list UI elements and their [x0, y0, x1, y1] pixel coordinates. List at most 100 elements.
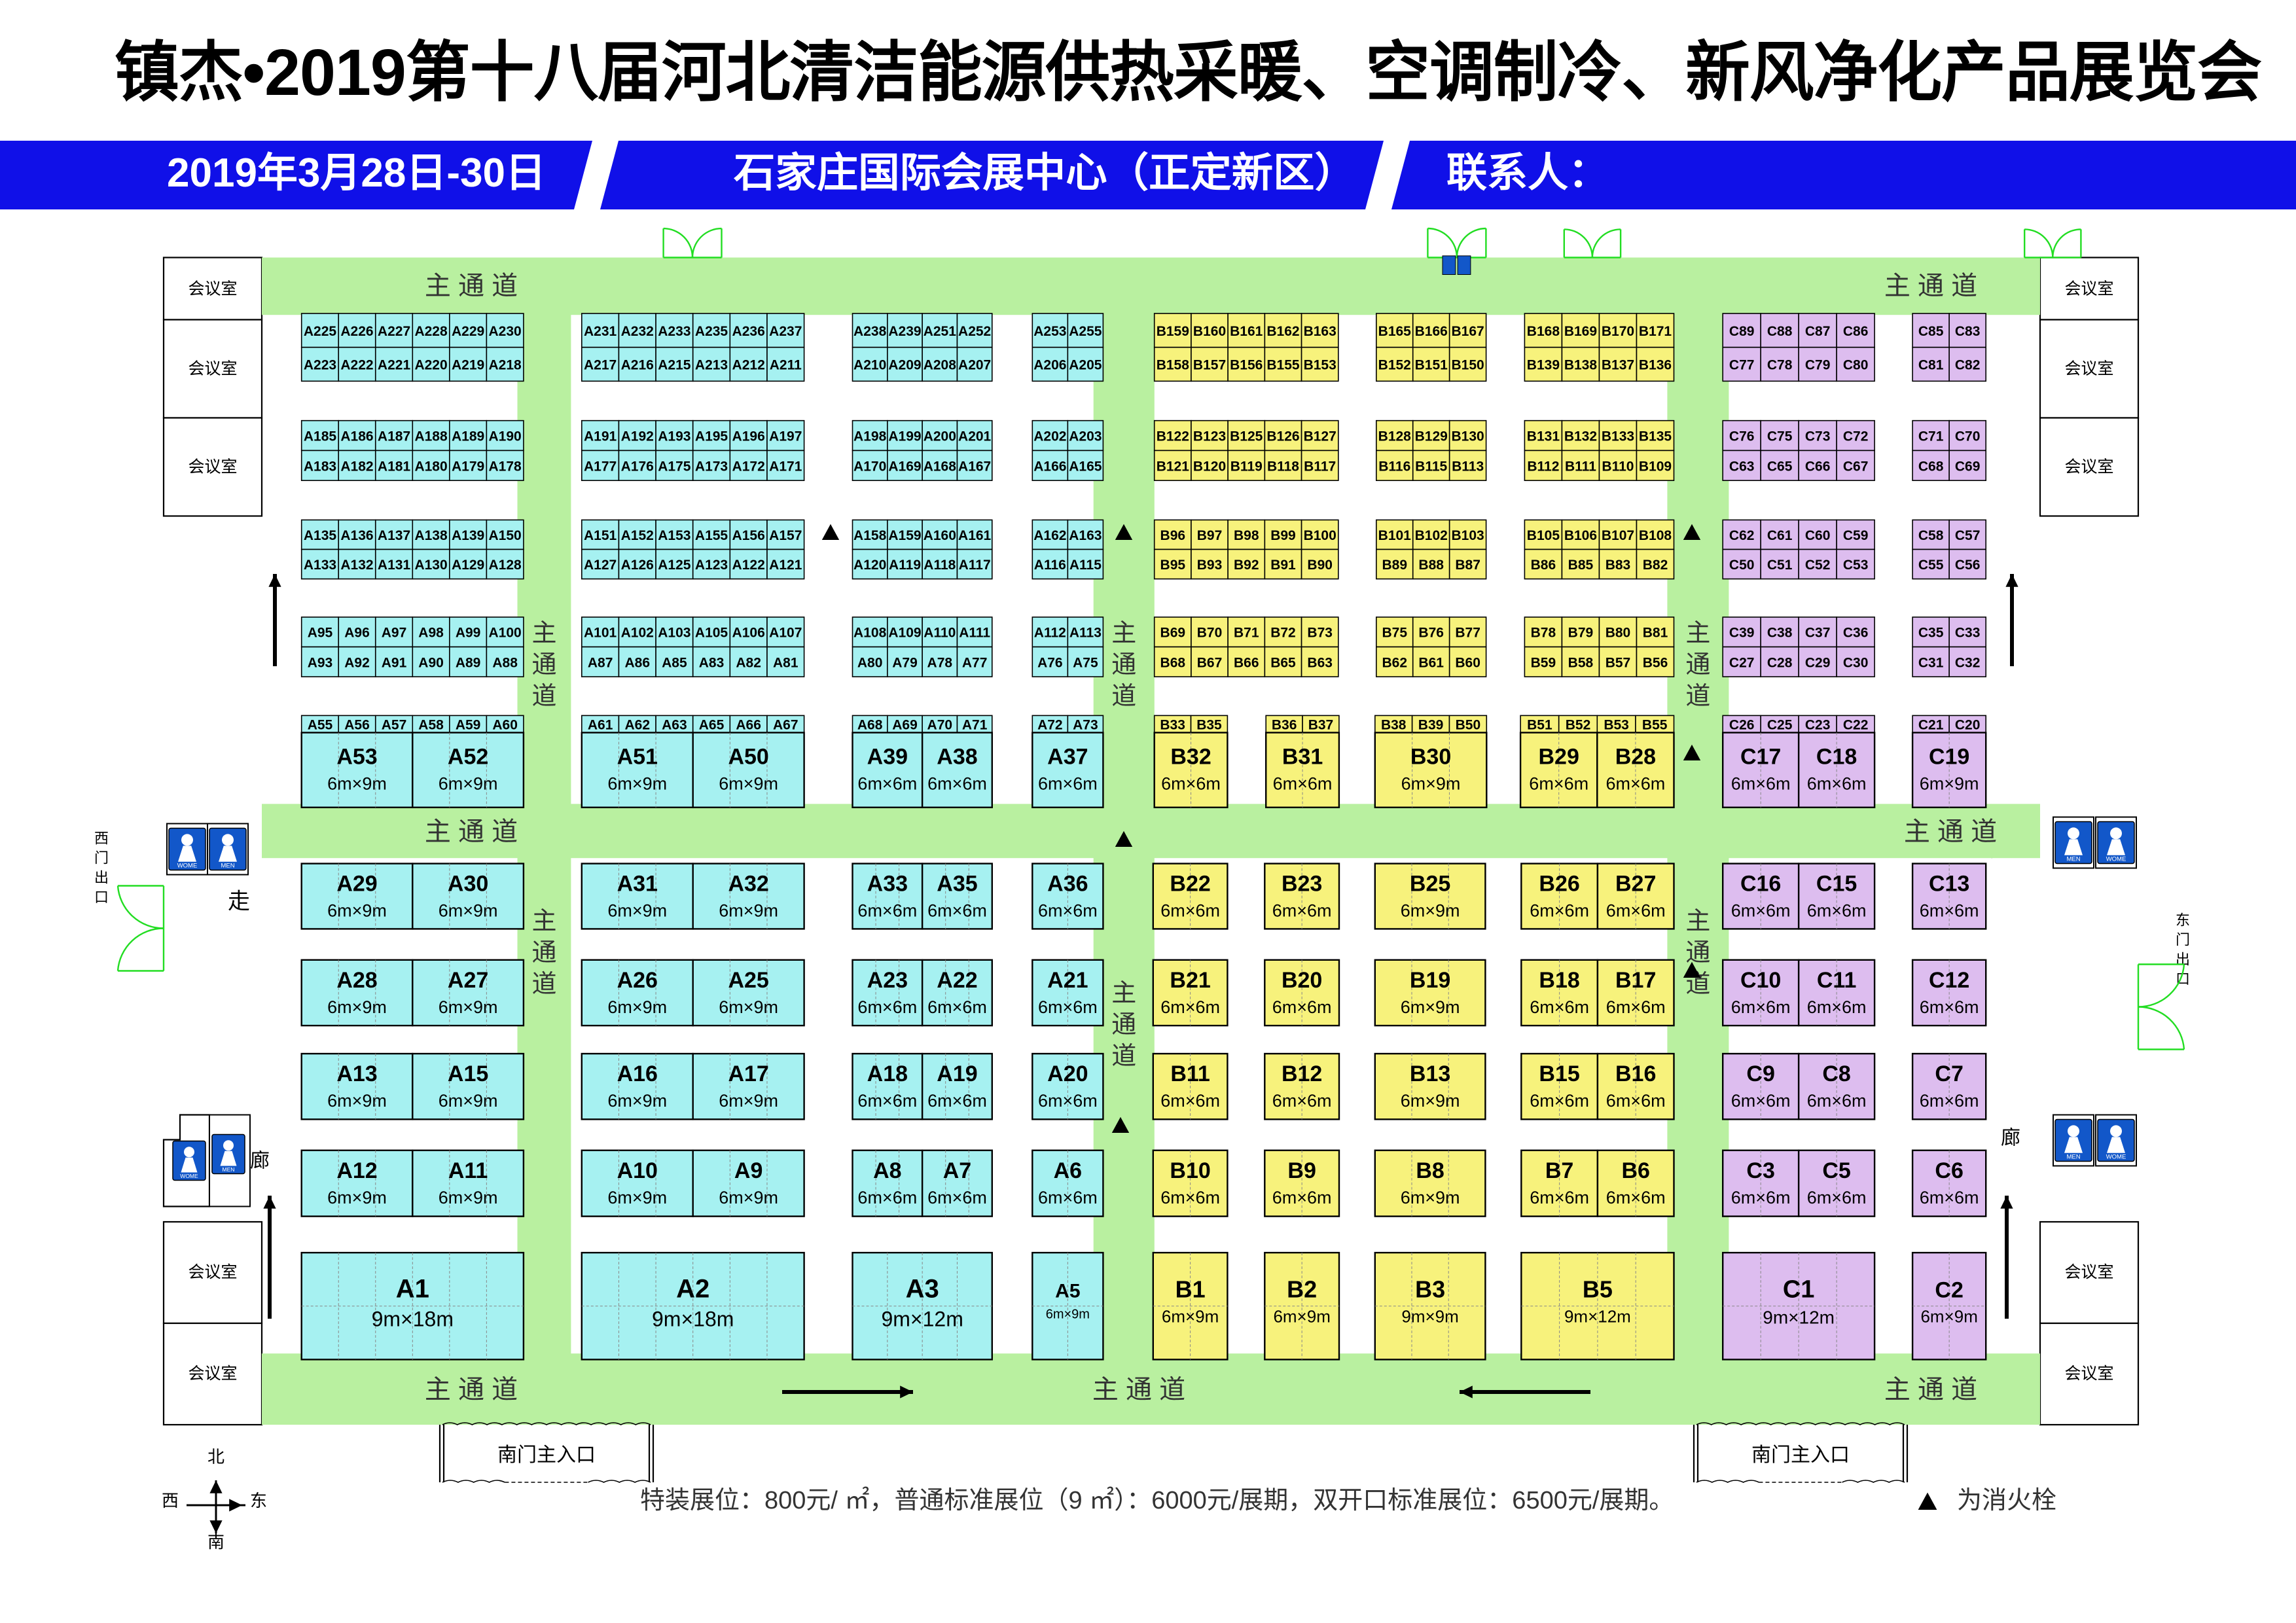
svg-text:B155: B155 [1266, 358, 1300, 373]
svg-text:通: 通 [531, 651, 556, 679]
svg-text:B29: B29 [1539, 744, 1579, 769]
svg-text:A251: A251 [924, 324, 957, 339]
svg-text:A138: A138 [414, 528, 448, 543]
svg-text:A171: A171 [769, 459, 802, 474]
svg-text:C20: C20 [1955, 717, 1981, 732]
svg-text:C38: C38 [1767, 626, 1793, 641]
svg-text:A62: A62 [624, 717, 650, 732]
svg-text:B25: B25 [1410, 871, 1450, 896]
svg-text:B96: B96 [1160, 528, 1186, 543]
svg-text:B93: B93 [1197, 558, 1223, 573]
svg-text:A119: A119 [889, 558, 921, 573]
svg-text:B16: B16 [1615, 1061, 1656, 1086]
svg-text:A121: A121 [769, 558, 802, 573]
svg-text:B32: B32 [1170, 744, 1211, 769]
svg-text:B51: B51 [1527, 717, 1552, 732]
svg-text:A168: A168 [924, 459, 957, 474]
svg-text:道: 道 [1111, 1043, 1136, 1070]
svg-text:B138: B138 [1564, 358, 1598, 373]
svg-text:B2: B2 [1287, 1276, 1317, 1303]
svg-text:A59: A59 [456, 717, 481, 732]
svg-text:走: 走 [228, 889, 250, 914]
svg-text:6m×9m: 6m×9m [607, 774, 667, 793]
svg-text:MEN: MEN [223, 1166, 235, 1173]
svg-text:B103: B103 [1452, 528, 1484, 543]
svg-text:6m×6m: 6m×6m [1920, 997, 1979, 1017]
svg-text:B95: B95 [1160, 558, 1186, 573]
svg-text:B153: B153 [1304, 358, 1336, 373]
svg-text:A36: A36 [1047, 871, 1088, 896]
svg-text:A26: A26 [617, 968, 658, 993]
svg-text:A28: A28 [336, 968, 377, 993]
svg-text:A183: A183 [304, 459, 336, 474]
svg-text:A5: A5 [1055, 1281, 1080, 1302]
svg-text:B78: B78 [1531, 626, 1556, 641]
svg-text:A253: A253 [1033, 324, 1066, 339]
svg-text:B150: B150 [1452, 358, 1484, 373]
svg-text:B81: B81 [1643, 626, 1668, 641]
svg-text:A33: A33 [867, 871, 908, 896]
svg-text:A77: A77 [962, 655, 988, 670]
svg-text:A169: A169 [888, 459, 921, 474]
svg-text:A123: A123 [695, 558, 728, 573]
svg-text:A207: A207 [958, 358, 991, 373]
svg-text:6m×6m: 6m×6m [1731, 1091, 1791, 1111]
svg-text:C13: C13 [1929, 871, 1969, 896]
svg-text:A18: A18 [867, 1061, 908, 1086]
svg-text:廊: 廊 [2001, 1128, 2020, 1149]
svg-text:C32: C32 [1955, 655, 1981, 670]
svg-text:A181: A181 [378, 459, 411, 474]
svg-text:C87: C87 [1805, 324, 1831, 339]
svg-text:6m×9m: 6m×9m [439, 901, 498, 920]
svg-text:A231: A231 [584, 324, 617, 339]
svg-text:主: 主 [1111, 980, 1136, 1007]
svg-text:主: 主 [1111, 620, 1136, 647]
svg-text:A170: A170 [853, 459, 886, 474]
svg-text:B35: B35 [1196, 717, 1222, 732]
svg-text:6m×6m: 6m×6m [1920, 901, 1979, 920]
svg-text:主 通 道: 主 通 道 [1092, 1376, 1185, 1404]
svg-text:B33: B33 [1160, 717, 1185, 732]
svg-text:通: 通 [1111, 651, 1136, 679]
svg-text:6m×9m: 6m×9m [607, 1188, 667, 1207]
svg-text:A191: A191 [584, 429, 617, 444]
svg-text:B61: B61 [1418, 655, 1444, 670]
svg-text:B50: B50 [1456, 717, 1481, 732]
svg-text:A88: A88 [492, 655, 518, 670]
svg-text:6m×6m: 6m×6m [1272, 901, 1332, 920]
svg-text:C25: C25 [1767, 717, 1793, 732]
svg-text:C30: C30 [1843, 655, 1869, 670]
svg-text:6m×9m: 6m×9m [1046, 1308, 1090, 1322]
svg-text:北: 北 [207, 1447, 224, 1467]
svg-text:A125: A125 [658, 558, 691, 573]
svg-text:A65: A65 [699, 717, 725, 732]
svg-text:A218: A218 [489, 358, 522, 373]
svg-text:A76: A76 [1037, 655, 1063, 670]
svg-text:A75: A75 [1073, 655, 1098, 670]
svg-text:A228: A228 [414, 324, 448, 339]
svg-text:A22: A22 [937, 968, 977, 993]
svg-text:A12: A12 [336, 1158, 377, 1183]
svg-text:6m×6m: 6m×6m [857, 901, 917, 920]
svg-text:A9: A9 [734, 1158, 762, 1183]
svg-text:A117: A117 [959, 558, 991, 573]
svg-text:C56: C56 [1955, 558, 1981, 573]
svg-text:C66: C66 [1805, 459, 1831, 474]
svg-text:6m×9m: 6m×9m [719, 774, 778, 793]
svg-text:A81: A81 [773, 655, 798, 670]
svg-text:南: 南 [207, 1532, 224, 1552]
svg-text:A101: A101 [584, 626, 617, 641]
svg-text:A57: A57 [382, 717, 407, 732]
svg-text:C9: C9 [1746, 1061, 1774, 1086]
svg-text:C37: C37 [1805, 626, 1831, 641]
svg-text:C68: C68 [1918, 459, 1944, 474]
svg-text:C82: C82 [1955, 358, 1981, 373]
svg-text:A53: A53 [336, 744, 377, 769]
svg-text:C67: C67 [1843, 459, 1869, 474]
svg-text:C50: C50 [1729, 558, 1755, 573]
svg-text:A215: A215 [658, 358, 691, 373]
svg-text:6m×6m: 6m×6m [1038, 1091, 1098, 1111]
svg-text:A166: A166 [1033, 459, 1066, 474]
svg-text:C31: C31 [1918, 655, 1944, 670]
svg-text:B26: B26 [1539, 871, 1579, 896]
